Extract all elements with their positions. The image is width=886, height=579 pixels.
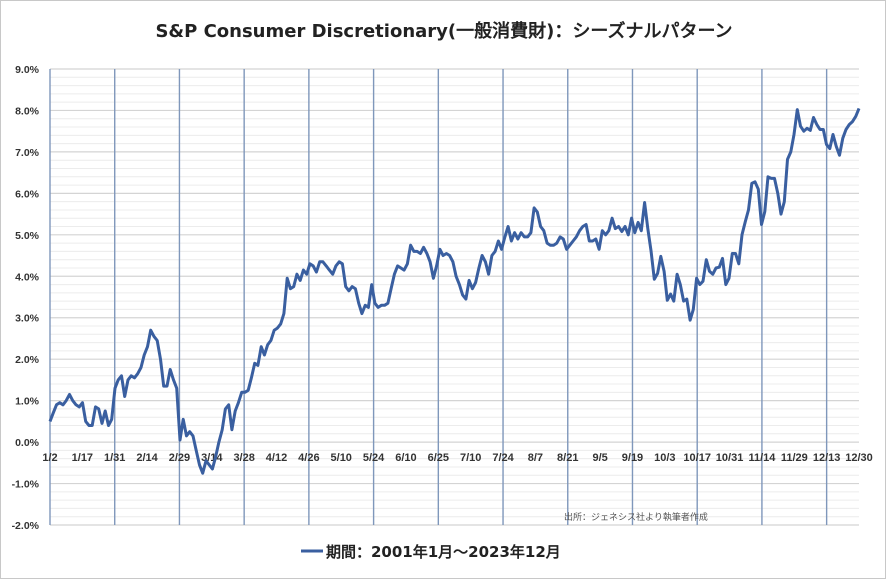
- x-tick-label: 4/26: [298, 452, 319, 464]
- x-tick-label: 5/24: [363, 452, 385, 464]
- x-tick-label: 1/31: [104, 452, 125, 464]
- y-tick-label: -2.0%: [12, 520, 40, 532]
- y-tick-label: 8.0%: [15, 105, 40, 117]
- y-tick-label: 9.0%: [15, 64, 40, 76]
- chart-title: S&P Consumer Discretionary(一般消費財)：シーズナルパ…: [155, 20, 732, 42]
- x-tick-label: 8/7: [528, 452, 543, 464]
- y-axis-ticks: 9.0% 8.0% 7.0% 6.0% 5.0% 4.0% 3.0% 2.0% 1.0% 0.0%…: [12, 64, 40, 532]
- x-tick-label: 11/14: [748, 452, 776, 464]
- x-tick-label: 9/5: [592, 452, 607, 464]
- x-tick-label: 6/25: [428, 452, 449, 464]
- x-tick-label: 1/2: [42, 452, 57, 464]
- y-tick-label: 1.0%: [15, 396, 40, 408]
- x-axis-ticks: 1/2 1/17 1/31 2/14 2/29 3/14 3/28 4/12 4/26 5/10 5…: [42, 452, 872, 464]
- source-annotation: 出所：ジェネシス社より執筆者作成: [564, 511, 708, 523]
- x-tick-label: 2/14: [136, 452, 158, 464]
- x-tick-label: 9/19: [622, 452, 643, 464]
- x-tick-label: 10/3: [654, 452, 675, 464]
- x-tick-label: 5/10: [331, 452, 352, 464]
- y-tick-label: 3.0%: [15, 313, 40, 325]
- y-tick-label: 0.0%: [15, 437, 40, 449]
- x-tick-label: 7/24: [492, 452, 514, 464]
- legend-label: 期間：2001年1月～2023年12月: [326, 543, 561, 561]
- x-tick-label: 7/10: [460, 452, 481, 464]
- y-tick-label: 6.0%: [15, 188, 40, 200]
- x-tick-label: 11/29: [781, 452, 808, 464]
- x-tick-label: 8/21: [557, 452, 578, 464]
- x-tick-label: 6/10: [395, 452, 416, 464]
- x-tick-label: 2/29: [169, 452, 190, 464]
- series-line: [48, 107, 861, 475]
- y-tick-label: 7.0%: [15, 147, 40, 159]
- x-tick-label: 10/31: [716, 452, 744, 464]
- y-tick-label: 5.0%: [15, 230, 40, 242]
- x-tick-label: 12/30: [845, 452, 873, 464]
- x-tick-label: 3/28: [233, 452, 254, 464]
- y-tick-label: 4.0%: [15, 271, 40, 283]
- x-tick-label: 1/17: [72, 452, 93, 464]
- x-tick-label: 12/13: [813, 452, 841, 464]
- legend: 期間：2001年1月～2023年12月: [301, 543, 561, 561]
- x-tick-label: 4/12: [266, 452, 287, 464]
- x-tick-label: 10/17: [683, 452, 711, 464]
- y-tick-label: 2.0%: [15, 354, 40, 366]
- y-tick-label: -1.0%: [12, 479, 40, 491]
